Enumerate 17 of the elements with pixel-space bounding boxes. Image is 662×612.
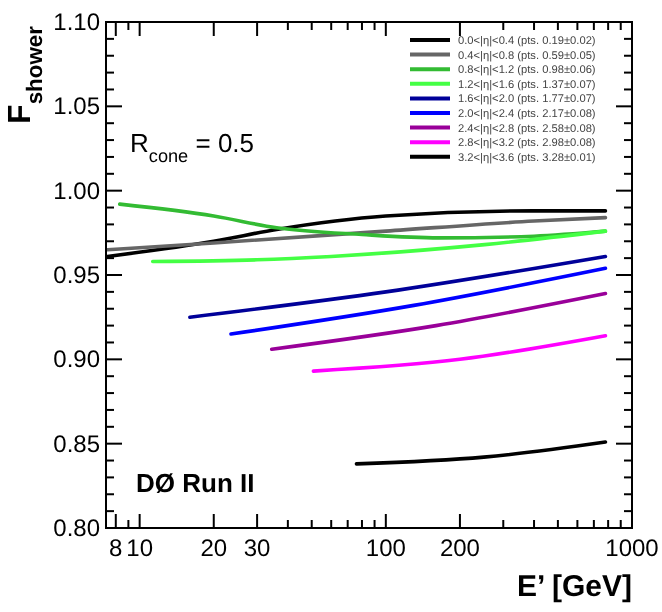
x-tick-label: 100 <box>365 534 407 562</box>
x-tick-label: 1000 <box>605 534 660 562</box>
x-axis-title: E’ [GeV] <box>516 570 632 604</box>
y-tick-label: 0.85 <box>53 429 101 458</box>
annotation: DØ Run II <box>136 468 255 498</box>
x-tick-label: 20 <box>200 534 228 562</box>
y-tick-label: 1.00 <box>53 176 101 205</box>
y-tick-label: 0.95 <box>53 261 101 289</box>
y-tick-label: 0.90 <box>53 345 101 374</box>
y-tick-label: 1.10 <box>53 8 101 36</box>
x-tick-label: 200 <box>439 534 481 562</box>
y-tick-label: 0.80 <box>53 514 101 542</box>
annotation: R$_{cone}$ = 0.5 <box>130 128 255 166</box>
x-tick-label: 10 <box>126 534 154 562</box>
x-tick-label: 8 <box>109 534 124 562</box>
y-tick-label: 1.05 <box>53 92 101 121</box>
x-tick-label: 30 <box>243 534 272 562</box>
